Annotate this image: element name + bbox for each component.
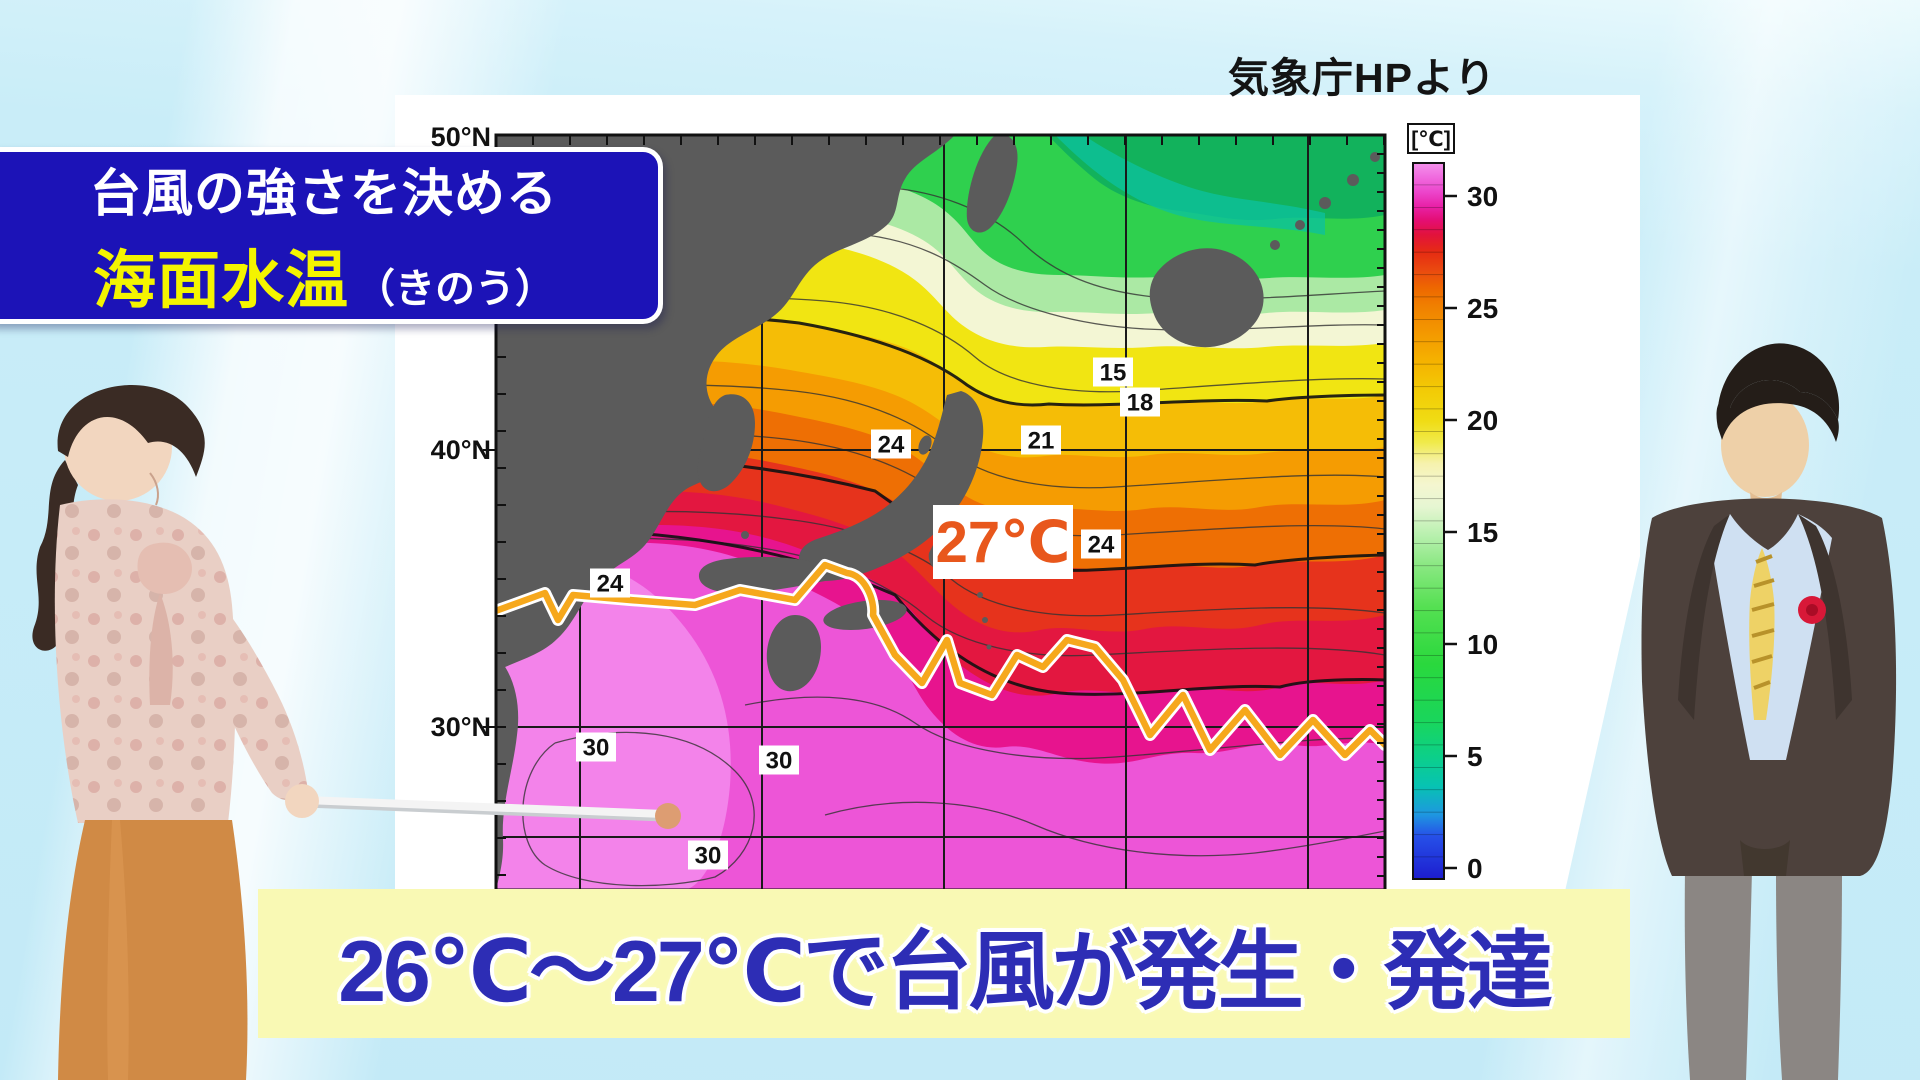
presenter-female (32, 384, 681, 1080)
colorbar-tick-label: 15 (1467, 517, 1498, 548)
svg-text:30: 30 (695, 843, 722, 870)
colorbar-tick-label: 0 (1467, 853, 1483, 884)
bottom-banner: 26℃〜27℃で台風が発生・発達 (258, 889, 1630, 1038)
svg-text:30: 30 (766, 748, 793, 775)
pointer-tip (655, 803, 681, 829)
colorbar: [℃] 30 25 20 15 10 5 0 (1407, 123, 1498, 884)
svg-text:15: 15 (1100, 360, 1127, 387)
latitude-tick-marks (483, 449, 496, 728)
temperature-field (496, 135, 1385, 890)
contour-label: 30 (759, 745, 799, 775)
title-box: 台風の強さを決める 海面水温 （きのう） (0, 147, 663, 324)
contour-label: 18 (1120, 387, 1160, 417)
colorbar-unit-label: [℃] (1411, 128, 1450, 151)
colorbar-ticks: 30 25 20 15 10 5 0 (1444, 181, 1498, 884)
title-line2-main: 海面水温 (93, 246, 349, 316)
pointer-stick (299, 796, 681, 829)
contour-label: 15 (1093, 357, 1133, 387)
presenter-male (1641, 343, 1897, 1080)
contour-label: 24 (590, 568, 630, 598)
colorbar-tick-label: 20 (1467, 405, 1498, 436)
lat-label-40n: 40°N (431, 435, 491, 465)
title-line1: 台風の強さを決める (89, 165, 558, 222)
colorbar-tick-label: 30 (1467, 181, 1498, 212)
colorbar-tick-label: 25 (1467, 293, 1498, 324)
highlight-27c-label: 27℃ (933, 505, 1073, 579)
bottom-banner-text: 26℃〜27℃で台風が発生・発達 (338, 924, 1553, 1020)
contour-label: 21 (1021, 425, 1061, 455)
contour-label: 24 (1081, 529, 1121, 559)
svg-text:24: 24 (597, 571, 624, 598)
contour-label: 30 (688, 840, 728, 870)
highlight-27c-text: 27℃ (936, 510, 1071, 575)
colorbar-tick-label: 5 (1467, 741, 1483, 772)
svg-text:24: 24 (878, 432, 905, 459)
contour-label: 30 (576, 732, 616, 762)
svg-text:30: 30 (583, 735, 610, 762)
contour-label: 24 (871, 429, 911, 459)
svg-text:21: 21 (1028, 428, 1055, 455)
title-line2-sub: （きのう） (355, 267, 555, 311)
svg-text:18: 18 (1127, 390, 1154, 417)
svg-text:24: 24 (1088, 532, 1115, 559)
colorbar-tick-label: 10 (1467, 629, 1498, 660)
male-figure (1641, 343, 1897, 1080)
title-line2: 海面水温 （きのう） (93, 230, 555, 321)
lat-label-30n: 30°N (431, 712, 491, 742)
female-figure (32, 384, 319, 1080)
source-credit: 気象庁HPより (1228, 55, 1497, 101)
sst-map-panel: 50°N 40°N 30°N 15 18 21 24 24 24 30 30 30 27℃ [℃… (395, 95, 1640, 890)
